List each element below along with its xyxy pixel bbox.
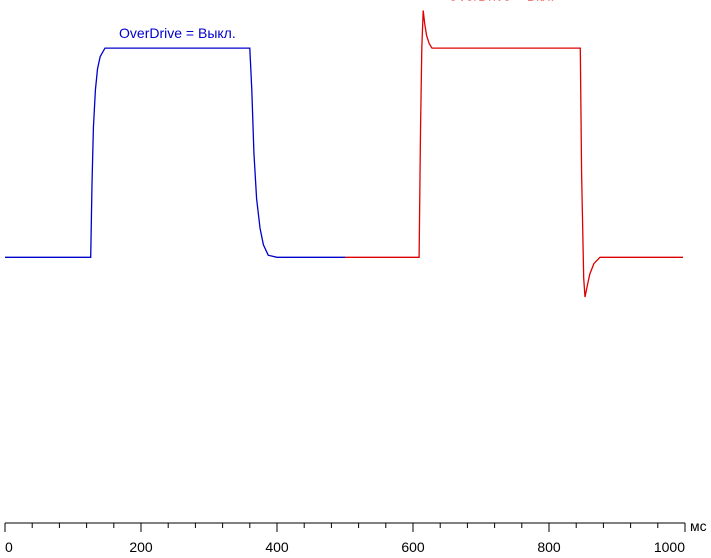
- x-tick-label: 200: [129, 539, 153, 553]
- x-tick-label: 800: [537, 539, 561, 553]
- series-label: OverDrive = Вкл.: [448, 0, 555, 3]
- x-tick-label: 0: [5, 539, 13, 553]
- series-line: [345, 10, 683, 298]
- series-label: OverDrive = Выкл.: [119, 25, 236, 41]
- x-tick-label: 600: [401, 539, 425, 553]
- x-tick-label: 1000: [654, 539, 685, 553]
- x-unit: мс: [690, 518, 707, 534]
- series-line: [5, 47, 345, 258]
- x-tick-label: 400: [265, 539, 289, 553]
